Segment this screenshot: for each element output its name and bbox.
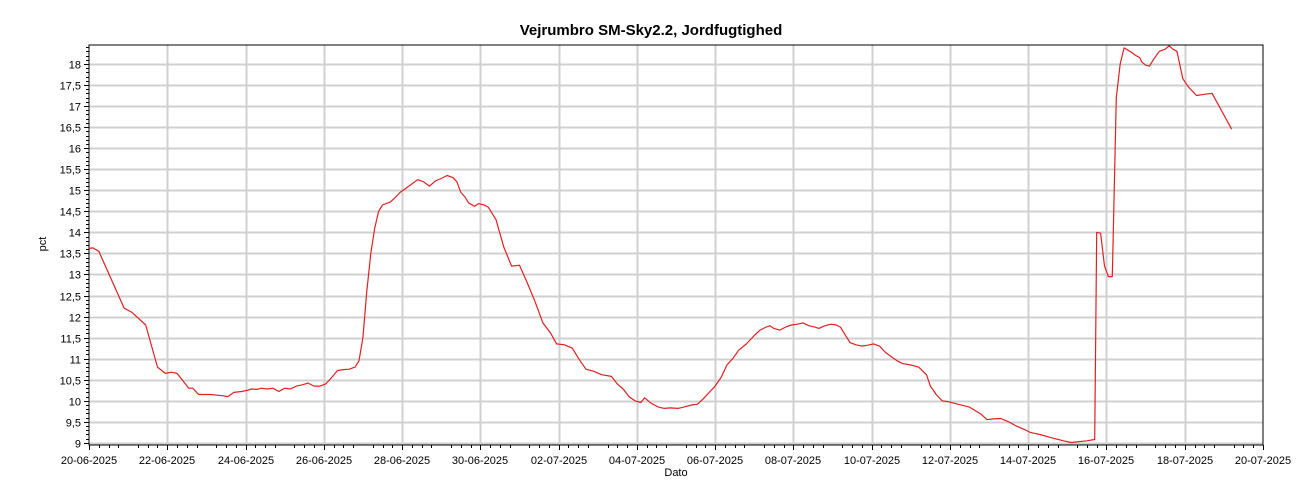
x-tick-label: 30-06-2025 [452,455,508,467]
x-tick-label: 14-07-2025 [1000,455,1056,467]
y-tick-label: 15,5 [60,165,81,177]
x-tick-label: 28-06-2025 [374,455,430,467]
x-tick-label: 06-07-2025 [687,455,743,467]
chart-title: Vejrumbro SM-Sky2.2, Jordfugtighed [520,22,783,39]
y-tick-label: 12,5 [60,292,81,304]
y-tick-label: 18 [69,60,81,72]
y-tick-label: 10,5 [60,376,81,388]
x-tick-label: 16-07-2025 [1078,455,1134,467]
x-tick-label: 24-06-2025 [218,455,274,467]
y-tick-label: 17,5 [60,81,81,93]
series-line [88,45,1233,444]
x-tick-label: 18-07-2025 [1157,455,1213,467]
x-tick-label: 04-07-2025 [609,455,665,467]
y-tick-label: 10 [69,397,81,409]
x-tick-label: 08-07-2025 [765,455,821,467]
y-tick-label: 13,5 [60,249,81,261]
x-tick-label: 10-07-2025 [844,455,900,467]
y-tick-label: 9 [75,439,81,451]
x-tick-label: 02-07-2025 [531,455,587,467]
y-tick-label: 11,5 [60,334,81,346]
y-tick-label: 12 [69,313,81,325]
y-tick-label: 15 [69,186,81,198]
y-tick-label: 16 [69,144,81,156]
axis-layer: 20-06-2025 22-06-2025 24-06-2025 26-06-2025… [60,47,1291,467]
series-layer [88,45,1233,444]
y-tick-label: 9,5 [66,418,81,430]
x-axis-label: Dato [664,467,687,479]
y-tick-label: 16,5 [60,123,81,135]
y-tick-label: 14,5 [60,207,81,219]
y-tick-label: 11 [70,355,81,367]
y-axis-label: pct [37,237,49,252]
x-tick-label: 20-07-2025 [1235,455,1291,467]
y-tick-label: 13 [69,270,81,282]
x-tick-label: 26-06-2025 [296,455,352,467]
x-tick-label: 12-07-2025 [922,455,978,467]
y-tick-label: 17 [69,102,81,114]
y-tick-label: 14 [69,228,81,240]
grid-layer [89,45,1263,445]
x-tick-label: 20-06-2025 [61,455,117,467]
x-tick-label: 22-06-2025 [139,455,195,467]
